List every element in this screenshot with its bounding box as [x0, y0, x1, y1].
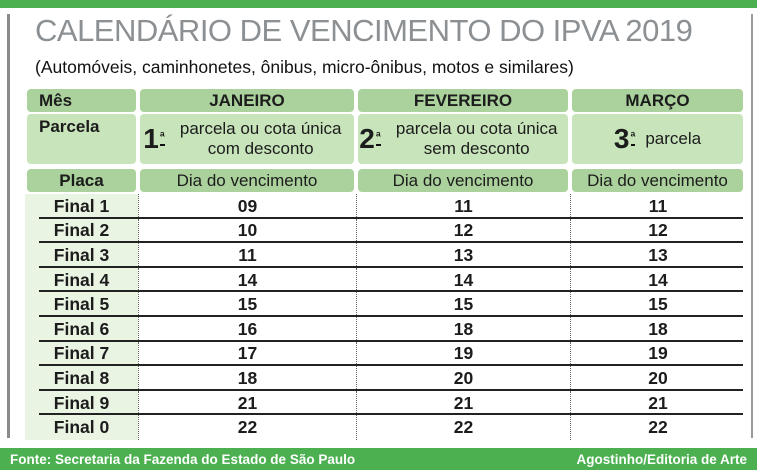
installment-3-number: 3ª [613, 123, 636, 154]
due-day-fev: 15 [356, 292, 570, 317]
due-day-fev: 13 [356, 243, 570, 268]
due-day-mar: 18 [570, 316, 745, 342]
ordinal-indicator: ª [630, 129, 636, 146]
col-header-janeiro: JANEIRO [140, 89, 354, 112]
table-body: Final 1 09 11 11 Final 2 10 12 12 Final … [25, 194, 745, 440]
plate-final-label: Final 1 [25, 194, 138, 219]
col-header-mes: Mês [27, 89, 136, 112]
due-day-jan: 14 [138, 267, 356, 293]
table-row-final-5: Final 5 15 15 15 [25, 292, 745, 317]
due-day-jan: 10 [138, 218, 356, 244]
installment-2-cell: 2ª parcela ou cota única sem desconto [358, 114, 568, 164]
due-day-mar: 20 [570, 366, 745, 391]
due-day-fev: 18 [356, 316, 570, 342]
due-label-marco: Dia do vencimento [572, 169, 743, 192]
ordinal-indicator: ª [375, 129, 381, 146]
due-day-jan: 18 [138, 366, 356, 391]
page-subtitle: (Automóveis, caminhonetes, ônibus, micro… [35, 57, 574, 77]
due-day-fev: 22 [356, 415, 570, 440]
left-frame-line [7, 14, 10, 438]
due-day-mar: 11 [570, 194, 745, 219]
due-day-fev: 11 [356, 194, 570, 219]
table-row-final-7: Final 7 17 19 19 [25, 341, 745, 367]
due-day-fev: 19 [356, 341, 570, 367]
plate-final-label: Final 9 [25, 390, 138, 416]
due-label-janeiro: Dia do vencimento [140, 169, 354, 192]
page-title: CALENDÁRIO DE VENCIMENTO DO IPVA 2019 [35, 13, 693, 48]
installment-3-desc: parcela [645, 129, 702, 149]
due-day-mar: 12 [570, 218, 745, 244]
table-row-final-2: Final 2 10 12 12 [25, 218, 745, 244]
table-row-final-3: Final 3 11 13 13 [25, 243, 745, 268]
row-header-parcela: Parcela [27, 114, 136, 164]
due-header-row: Placa Dia do vencimento Dia do venciment… [25, 168, 745, 193]
col-header-placa: Placa [27, 169, 136, 192]
installment-1-number: 1ª [143, 123, 165, 154]
due-day-jan: 11 [138, 243, 356, 268]
source-credit: Fonte: Secretaria da Fazenda do Estado d… [10, 451, 356, 467]
plate-final-label: Final 8 [25, 366, 138, 391]
due-day-jan: 16 [138, 316, 356, 342]
plate-final-label: Final 7 [25, 341, 138, 367]
table-row-final-4: Final 4 14 14 14 [25, 267, 745, 293]
ordinal-indicator: ª [159, 129, 165, 146]
month-header-row: Mês JANEIRO FEVEREIRO MARÇO [25, 88, 745, 113]
due-day-jan: 17 [138, 341, 356, 367]
plate-final-label: Final 5 [25, 292, 138, 317]
table-row-final-6: Final 6 16 18 18 [25, 316, 745, 342]
table-row-final-8: Final 8 18 20 20 [25, 366, 745, 391]
installment-2-desc: parcela ou cota única sem desconto [395, 119, 558, 158]
installment-header-row: Parcela 1ª parcela ou cota única com des… [25, 113, 745, 165]
col-header-marco: MARÇO [572, 89, 743, 112]
due-day-fev: 14 [356, 267, 570, 293]
due-day-mar: 15 [570, 292, 745, 317]
footer-bar: Fonte: Secretaria da Fazenda do Estado d… [0, 448, 757, 470]
due-day-jan: 09 [138, 194, 356, 219]
due-label-fevereiro: Dia do vencimento [358, 169, 568, 192]
calendar-table: Mês JANEIRO FEVEREIRO MARÇO Parcela 1ª p… [25, 88, 745, 440]
right-frame-line [751, 14, 753, 438]
table-row-final-1: Final 1 09 11 11 [25, 194, 745, 219]
installment-1-cell: 1ª parcela ou cota única com desconto [140, 114, 354, 164]
due-day-jan: 21 [138, 390, 356, 416]
due-day-fev: 12 [356, 218, 570, 244]
due-day-mar: 13 [570, 243, 745, 268]
due-day-mar: 21 [570, 390, 745, 416]
art-credit: Agostinho/Editoria de Arte [576, 451, 747, 467]
table-row-final-9: Final 9 21 21 21 [25, 390, 745, 416]
plate-final-label: Final 0 [25, 415, 138, 440]
plate-final-label: Final 4 [25, 267, 138, 293]
table-row-final-0: Final 0 22 22 22 [25, 415, 745, 440]
due-day-mar: 14 [570, 267, 745, 293]
due-day-mar: 19 [570, 341, 745, 367]
plate-final-label: Final 6 [25, 316, 138, 342]
due-day-fev: 21 [356, 390, 570, 416]
top-accent-bar [0, 0, 757, 8]
plate-final-label: Final 3 [25, 243, 138, 268]
due-day-mar: 22 [570, 415, 745, 440]
due-day-jan: 15 [138, 292, 356, 317]
due-day-fev: 20 [356, 366, 570, 391]
col-header-fevereiro: FEVEREIRO [358, 89, 568, 112]
installment-3-cell: 3ª parcela [572, 114, 743, 164]
installment-1-desc: parcela ou cota única com desconto [179, 119, 342, 158]
installment-2-number: 2ª [359, 123, 381, 154]
due-day-jan: 22 [138, 415, 356, 440]
plate-final-label: Final 2 [25, 218, 138, 244]
